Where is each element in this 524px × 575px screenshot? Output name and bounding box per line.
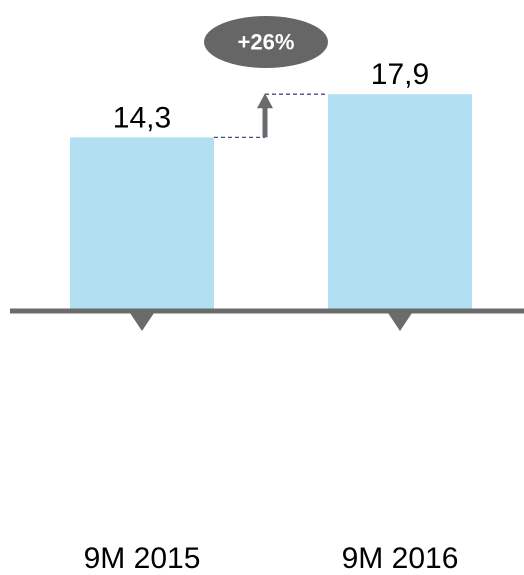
value-label-1: 14,3: [113, 101, 171, 134]
category-label-1: 9M 2015: [84, 542, 201, 575]
growth-connectors: [214, 93, 328, 137]
x-tick-marker-2: [388, 313, 412, 331]
bar-2: [328, 94, 472, 309]
value-label-2: 17,9: [371, 58, 429, 91]
category-label-2: 9M 2016: [342, 542, 459, 575]
growth-badge-text: +26%: [238, 30, 295, 55]
bar-1: [70, 137, 214, 309]
growth-arrow-head-icon: [257, 93, 273, 108]
growth-badge: +26%: [204, 16, 328, 68]
x-tick-marker-1: [130, 313, 154, 331]
x-axis: [10, 311, 524, 331]
